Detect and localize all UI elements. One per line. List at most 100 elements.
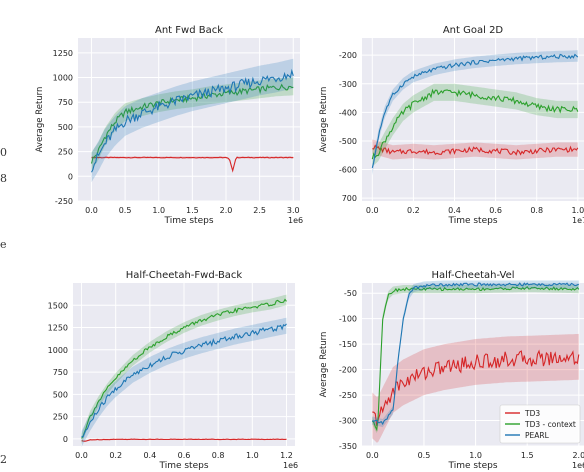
x-axis-multiplier: 1e7	[572, 216, 584, 225]
y-tick-label: 1250	[48, 324, 68, 333]
x-tick-label: 1.5	[186, 206, 199, 215]
series-line-td3_context	[371, 88, 579, 160]
y-tick-label: 1250	[53, 49, 73, 58]
x-tick-label: 0.5	[119, 206, 132, 215]
y-tick-label: -50	[344, 289, 357, 298]
x-tick-label: 1.0	[246, 451, 259, 460]
y-tick-label: 500	[58, 123, 73, 132]
series-line-td3	[81, 438, 287, 442]
x-tick-label: 0.0	[366, 451, 379, 460]
y-tick-label: -100	[339, 315, 357, 324]
plot-area	[362, 38, 584, 201]
x-tick-label: 0.5	[418, 451, 431, 460]
legend-label: TD3	[524, 409, 540, 418]
x-tick-label: 0.8	[212, 451, 225, 460]
series-band-td3_context	[91, 77, 294, 171]
x-tick-label: 0.6	[178, 451, 191, 460]
plot-area	[78, 38, 300, 201]
x-axis-label: Time steps	[447, 216, 497, 226]
series-band-pearl	[372, 280, 579, 428]
x-tick-label: 2.0	[220, 206, 233, 215]
legend: TD3 TD3 - context PEARL	[499, 404, 581, 444]
x-tick-label: 1.0	[469, 451, 482, 460]
y-tick-label: 250	[58, 148, 73, 157]
y-tick-label: 0	[68, 172, 73, 181]
y-tick-label: 1000	[48, 346, 68, 355]
x-tick-label: 3.0	[287, 206, 300, 215]
x-tick-label: 0.0	[75, 451, 88, 460]
y-tick-label: 750	[58, 98, 73, 107]
series-line-td3	[372, 349, 580, 427]
edge-mark-3: e	[0, 238, 7, 251]
x-axis-multiplier: 1e6	[288, 216, 303, 225]
series-band-td3_context	[81, 294, 287, 445]
series-line-pearl	[372, 282, 579, 426]
chart-title: Half-Cheetah-Fwd-Back	[126, 270, 243, 281]
y-tick-label: -400	[339, 108, 357, 117]
edge-mark-2: 8	[0, 172, 7, 185]
edge-mark-4: 2	[0, 453, 7, 466]
x-tick-label: 0.8	[530, 206, 543, 215]
y-tick-label: -350	[339, 442, 357, 451]
y-axis-label: Average Return	[319, 87, 329, 153]
x-tick-label: 2.5	[253, 206, 266, 215]
y-tick-label: 500	[53, 390, 68, 399]
x-tick-label: 1.5	[521, 451, 534, 460]
y-tick-label: 750	[53, 368, 68, 377]
series-line-td3_context	[90, 83, 294, 164]
x-tick-label: 0.6	[489, 206, 502, 215]
y-tick-label: 1500	[48, 301, 68, 310]
y-tick-label: -200	[339, 51, 357, 60]
y-axis-label: Average Return	[319, 332, 329, 398]
x-axis-label: Time steps	[447, 461, 497, 471]
series-line-td3_context	[371, 286, 580, 432]
y-axis-label: Average Return	[35, 87, 45, 153]
x-tick-label: 0.2	[109, 451, 122, 460]
series-band-pearl	[81, 317, 287, 447]
y-tick-label: -250	[339, 391, 357, 400]
y-tick-label: -600	[339, 166, 357, 175]
x-tick-label: 0.2	[407, 206, 420, 215]
x-axis-multiplier: 1e6	[283, 461, 298, 470]
y-tick-label: 0	[63, 435, 68, 444]
series-line-pearl	[81, 323, 287, 438]
y-tick-label: 1000	[53, 74, 73, 83]
x-tick-label: 0.0	[85, 206, 98, 215]
chart-panel-3: 0.0 0.2 0.4 0.6 0.8 1.0 1.2 0 250 500 750 1000 1250 1…	[48, 270, 298, 471]
chart-title: Ant Fwd Back	[155, 25, 223, 36]
legend-box	[499, 404, 581, 444]
x-axis-label: Time steps	[158, 461, 208, 471]
edge-mark-1: 0	[0, 146, 7, 159]
y-tick-label: -250	[55, 197, 73, 206]
y-tick-label: -300	[339, 417, 357, 426]
y-tick-label: -150	[339, 340, 357, 349]
series-band-pearl	[91, 58, 294, 183]
series-line-pearl	[371, 53, 579, 169]
y-tick-label: 250	[53, 413, 68, 422]
x-tick-label: 0.4	[448, 206, 461, 215]
y-tick-label: -200	[339, 366, 357, 375]
chart-title: Ant Goal 2D	[443, 25, 504, 36]
y-tick-label: -500	[339, 137, 357, 146]
chart-panel-1: 0.0 0.5 1.0 1.5 2.0 2.5 3.0 -250 0 250 500 750 1000 1…	[35, 25, 303, 226]
series-line-td3_context	[81, 298, 287, 439]
series-line-pearl	[91, 68, 294, 173]
x-tick-label: 0.4	[143, 451, 156, 460]
series-line-td3	[372, 144, 579, 156]
series-band-td3	[372, 333, 579, 443]
x-tick-label: 1.2	[280, 451, 293, 460]
x-axis-multiplier: 1e6	[572, 461, 584, 470]
x-tick-label: 1.0	[571, 206, 584, 215]
legend-label: PEARL	[525, 431, 550, 440]
chart-title: Half-Cheetah-Vel	[431, 270, 514, 281]
y-tick-label: 700	[342, 194, 357, 203]
x-tick-label: 0.0	[366, 206, 379, 215]
chart-panel-2: 0.0 0.2 0.4 0.6 0.8 1.0 700 -600 -500 -400 -300 -20…	[319, 25, 584, 226]
series-band-td3_context	[372, 83, 578, 167]
x-tick-label: 1.0	[152, 206, 165, 215]
x-axis-label: Time steps	[163, 216, 213, 226]
x-tick-label: 2.0	[572, 451, 584, 460]
y-tick-label: -300	[339, 80, 357, 89]
series-line-td3	[91, 156, 294, 173]
